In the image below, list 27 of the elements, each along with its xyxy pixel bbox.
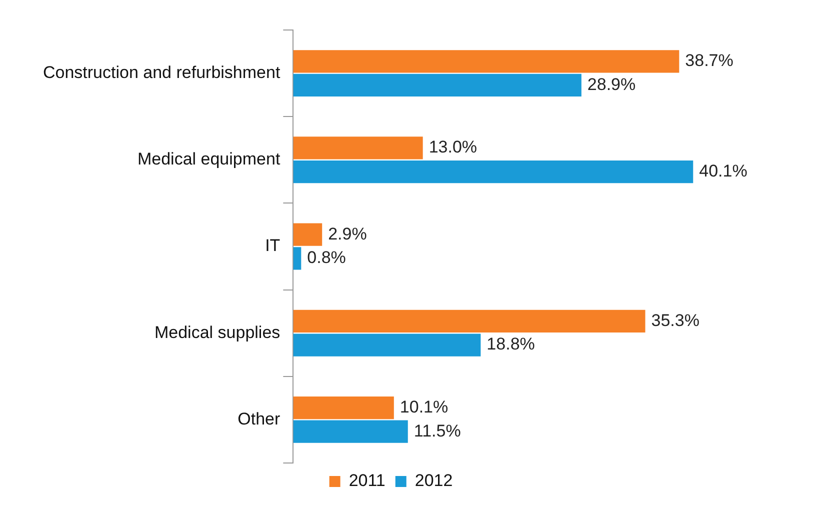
data-label: 28.9% (587, 74, 636, 94)
data-label: 18.8% (486, 334, 535, 354)
bar (293, 396, 394, 420)
y-tick-label: Other (238, 409, 280, 428)
bar (293, 50, 680, 73)
bar (293, 223, 322, 246)
bar (293, 160, 694, 184)
data-label: 35.3% (651, 310, 700, 330)
data-label: 0.8% (307, 248, 346, 268)
data-label: 2.9% (328, 224, 367, 244)
y-tick-label: IT (265, 236, 280, 256)
bar (293, 420, 408, 443)
y-tick-label: Medical equipment (137, 150, 280, 169)
bar (293, 310, 646, 333)
bar (293, 247, 302, 270)
data-label: 38.7% (685, 51, 734, 70)
data-label: 40.1% (699, 161, 748, 180)
data-label: 10.1% (400, 397, 448, 416)
bar (293, 136, 423, 160)
bar (293, 74, 582, 97)
data-label: 13.0% (428, 138, 478, 157)
y-tick-label: Medical supplies (154, 322, 280, 342)
y-tick-label: Construction and refurbishment (42, 62, 280, 82)
bar (293, 334, 481, 356)
data-label: 11.5% (414, 421, 461, 440)
legend-label: 2012 (414, 471, 453, 490)
legend-label: 2011 (348, 471, 386, 490)
